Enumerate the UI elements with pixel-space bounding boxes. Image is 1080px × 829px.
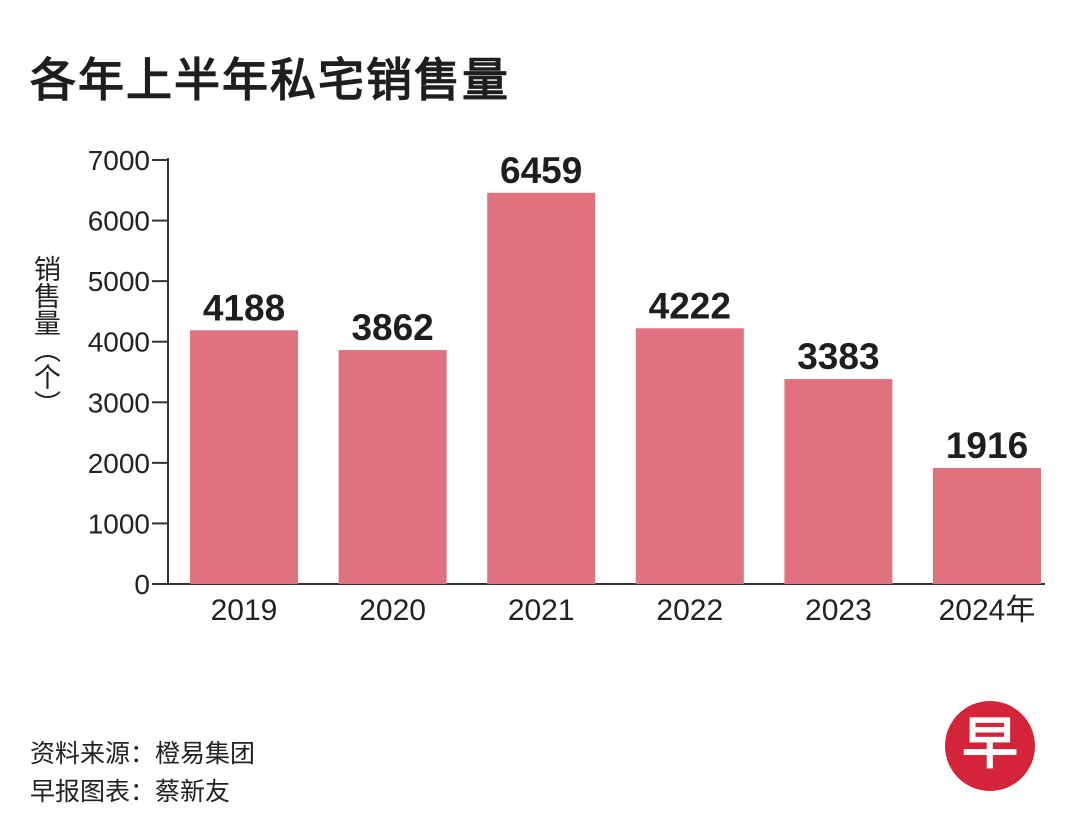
data-label-2: 6459 (500, 150, 582, 191)
data-label-1: 3862 (351, 307, 433, 348)
bar-5 (933, 467, 1041, 584)
data-label-5: 1916 (946, 425, 1028, 466)
x-tick-label-5: 2024年 (939, 594, 1036, 627)
logo-char: 早 (962, 712, 1018, 777)
data-label-4: 3383 (797, 336, 879, 377)
data-label-3: 4222 (649, 285, 731, 326)
bar-2 (487, 192, 596, 584)
y-tick-label: 5000 (88, 266, 150, 297)
y-tick-label: 2000 (88, 448, 150, 479)
y-tick-label: 7000 (88, 145, 150, 176)
zaobao-logo: 早 (945, 701, 1035, 791)
x-tick-label-1: 2020 (359, 594, 426, 627)
credit-line: 早报图表：蔡新友 (30, 777, 231, 806)
y-tick-label: 3000 (88, 387, 150, 418)
bar-3 (635, 328, 744, 584)
data-label-0: 4188 (203, 287, 285, 328)
logo-circle (945, 701, 1035, 791)
y-tick-label: 1000 (88, 508, 150, 539)
chart-title: 各年上半年私宅销售量 (30, 53, 510, 107)
x-tick-label-3: 2022 (656, 594, 723, 627)
bar-1 (338, 350, 447, 584)
y-tick-label: 0 (134, 569, 150, 600)
y-tick-label: 4000 (88, 327, 150, 358)
x-tick-label-4: 2023 (805, 594, 872, 627)
bar-4 (784, 379, 893, 584)
x-tick-label-0: 2019 (211, 594, 278, 627)
source-line: 资料来源：橙易集团 (30, 739, 256, 768)
bar-0 (190, 330, 298, 584)
source-note: 资料来源：橙易集团 早报图表：蔡新友 (30, 735, 255, 811)
y-axis-label: 销售量（个） (29, 255, 60, 417)
y-tick-label: 6000 (88, 206, 150, 237)
x-tick-label-2: 2021 (508, 594, 575, 627)
